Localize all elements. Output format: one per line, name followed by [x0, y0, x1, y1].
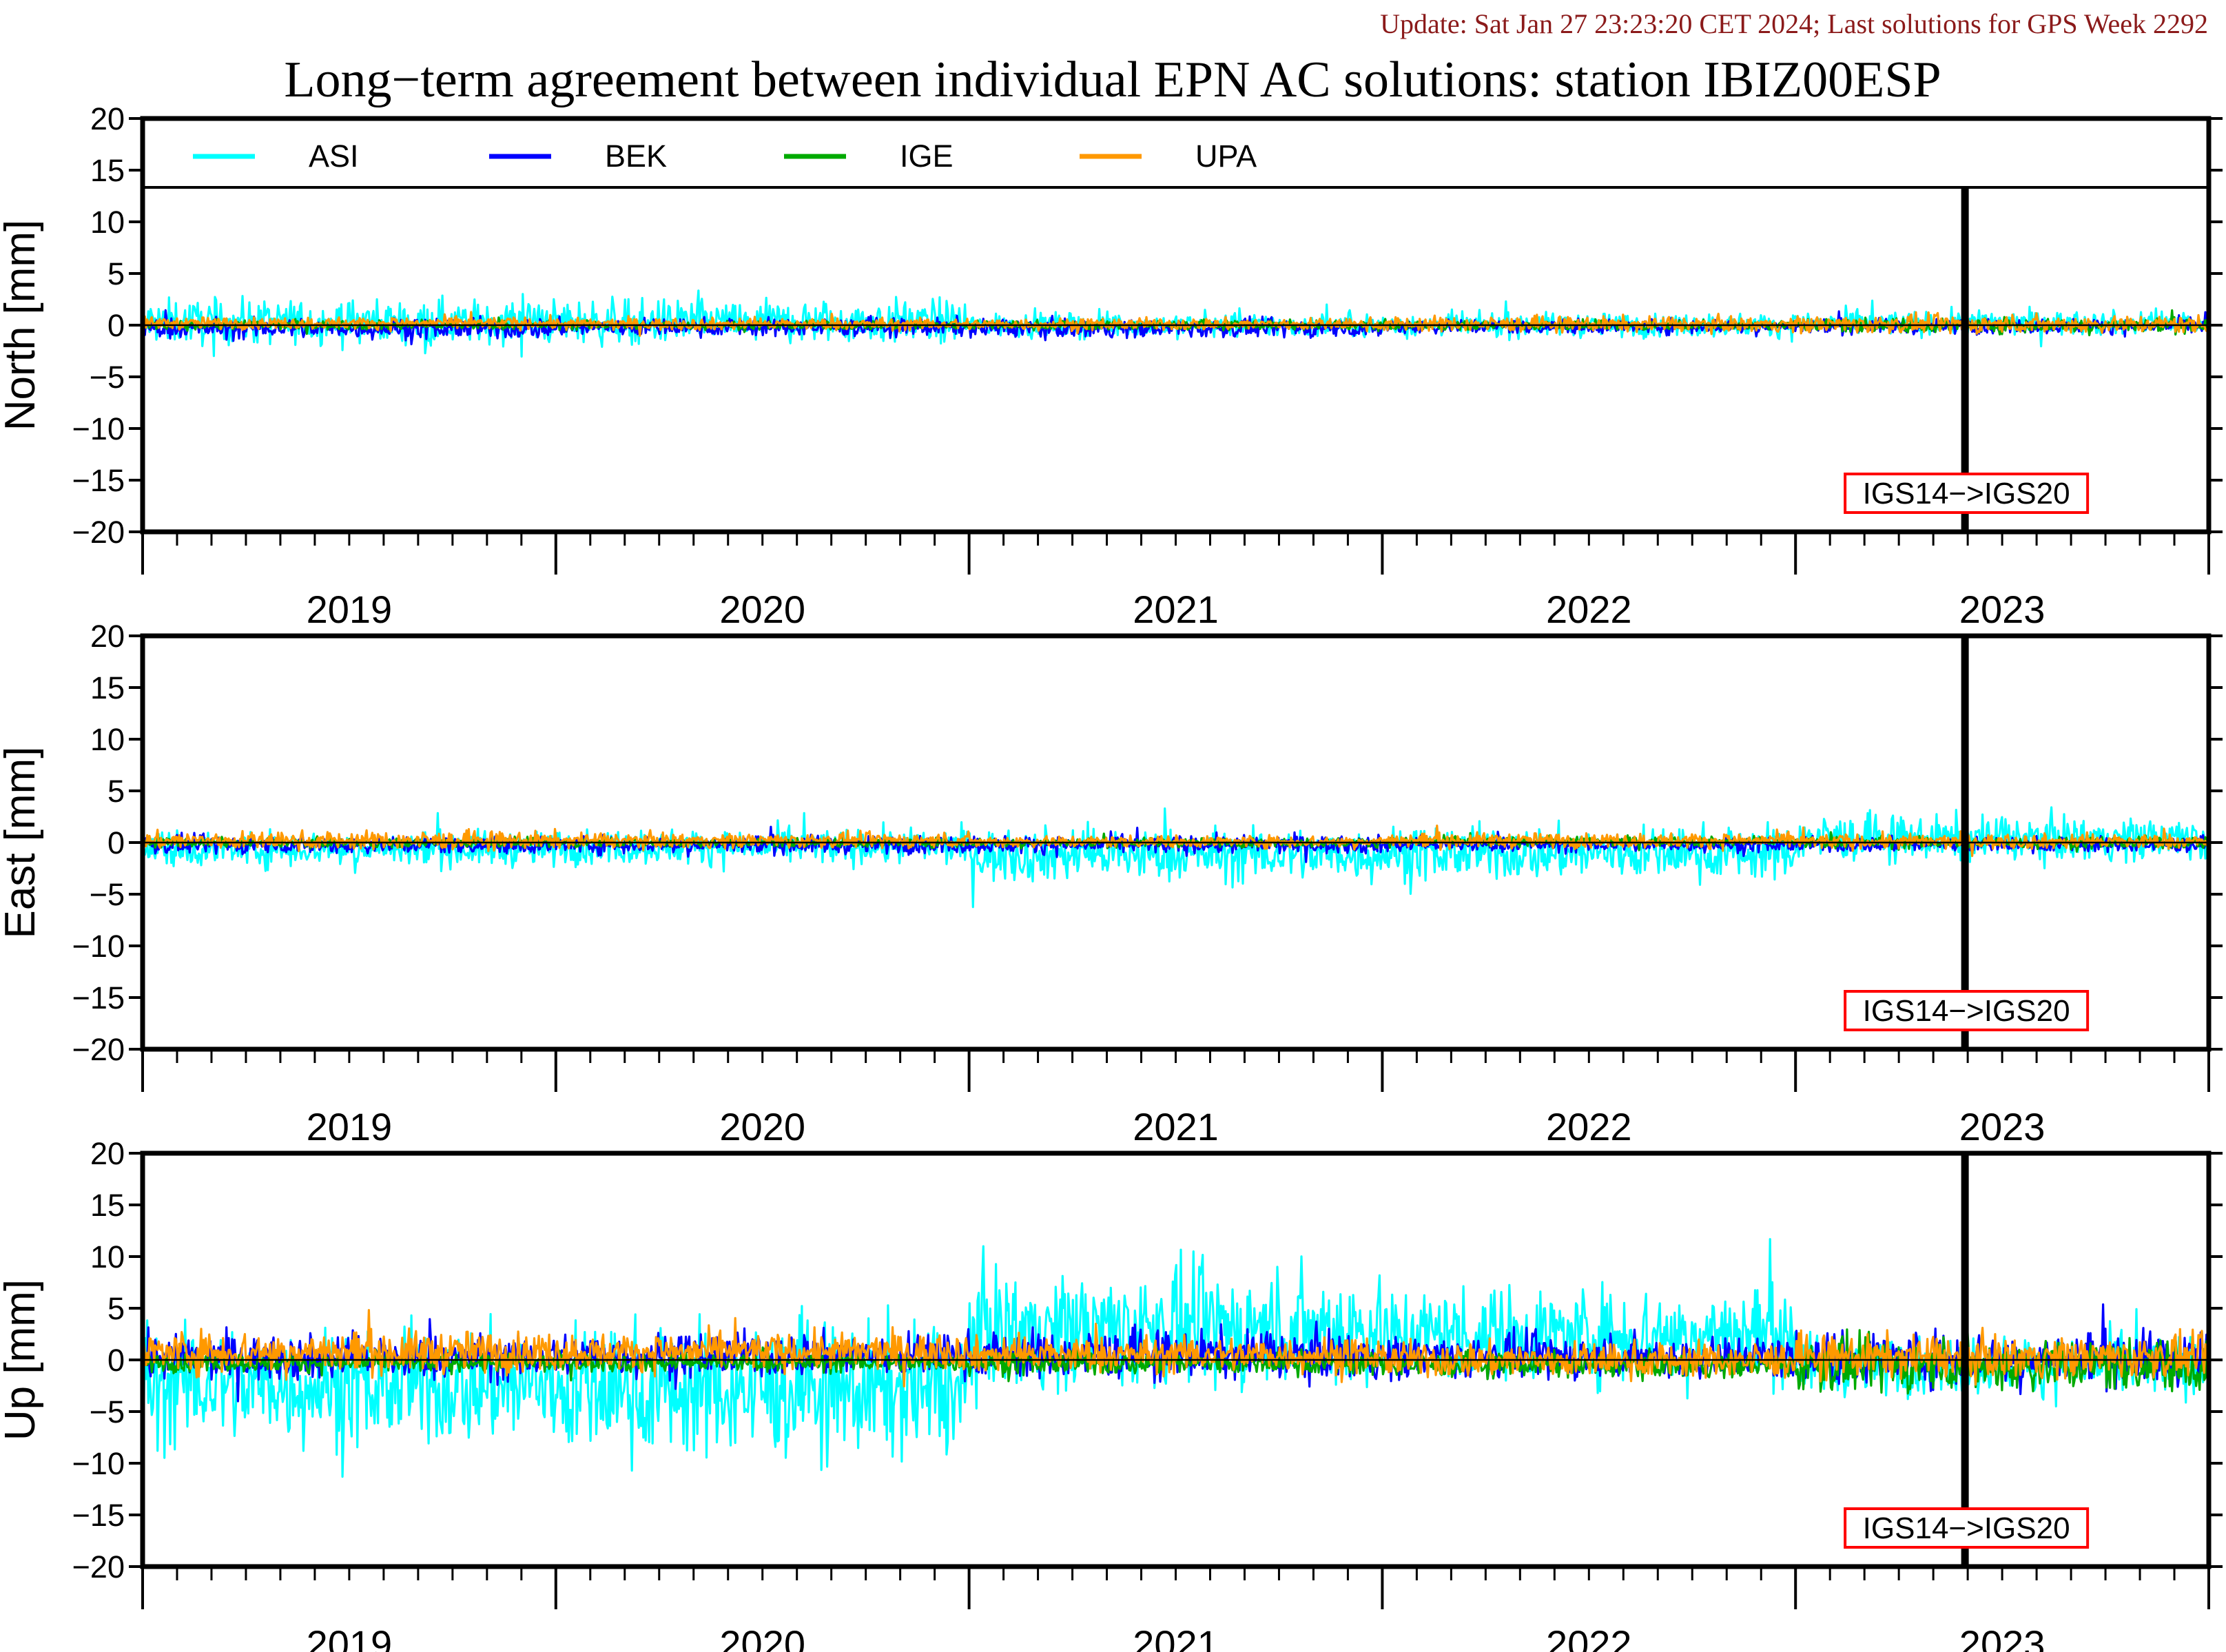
- y-tick-label: 10: [90, 205, 125, 240]
- y-tick-label: 15: [90, 1188, 125, 1223]
- x-year-label: 2023: [1959, 1622, 2045, 1652]
- x-year-label: 2021: [1133, 1622, 1219, 1652]
- x-year-label: 2023: [1959, 588, 2045, 631]
- y-tick-label: −5: [90, 877, 125, 912]
- legend-label-ige: IGE: [900, 138, 954, 174]
- x-year-label: 2023: [1959, 1105, 2045, 1148]
- x-year-label: 2019: [307, 588, 393, 631]
- y-tick-label: −15: [72, 980, 125, 1015]
- series-group: [141, 289, 2210, 358]
- y-tick-label: −15: [72, 1498, 125, 1533]
- x-year-label: 2021: [1133, 588, 1219, 631]
- x-year-label: 2022: [1546, 1105, 1632, 1148]
- y-tick-label: 10: [90, 1239, 125, 1274]
- series-line-upa: [142, 1309, 2210, 1387]
- panel-east: IGS14−>IGS20 20 15 10 5 0 −5 −10 −15 −20 East [mm]…: [0, 619, 2223, 1148]
- y-tick-label: −20: [72, 1032, 125, 1067]
- series-line-asi: [141, 806, 2210, 909]
- series-line-upa: [141, 824, 2210, 858]
- series-group: [141, 806, 2210, 909]
- legend-label-bek: BEK: [605, 138, 667, 174]
- annotation-box: [1844, 473, 2090, 514]
- x-year-label: 2019: [307, 1105, 393, 1148]
- y-tick-label: 5: [107, 774, 125, 809]
- series-group: [141, 1238, 2210, 1478]
- annotation-box: [1844, 990, 2090, 1031]
- y-tick-label: 0: [107, 825, 125, 860]
- y-tick-label: −10: [72, 929, 125, 964]
- y-tick-label: 10: [90, 722, 125, 757]
- legend-label-upa: UPA: [1195, 138, 1257, 174]
- annotation-label: IGS14−>IGS20: [1863, 994, 2070, 1028]
- y-axis-label: North [mm]: [0, 220, 44, 431]
- y-tick-label: 15: [90, 670, 125, 705]
- y-tick-label: −15: [72, 463, 125, 498]
- annotation-label: IGS14−>IGS20: [1863, 1511, 2070, 1545]
- y-tick-label: −10: [72, 411, 125, 446]
- annotation-label: IGS14−>IGS20: [1863, 477, 2070, 510]
- y-axis-label: East [mm]: [0, 746, 44, 938]
- x-year-label: 2020: [719, 588, 805, 631]
- y-tick-label: 5: [107, 1291, 125, 1326]
- y-tick-label: −5: [90, 360, 125, 395]
- y-tick-label: −5: [90, 1394, 125, 1429]
- y-tick-label: −20: [72, 1549, 125, 1584]
- y-tick-label: 20: [90, 1136, 125, 1171]
- legend-background: [143, 118, 2209, 187]
- chart-title: Long−term agreement between individual E…: [284, 52, 1941, 108]
- panel-north: IGS14−>IGS20 20 15 10 5 0 −5 −10 −15 −20 North [mm…: [0, 101, 2223, 631]
- update-info: Update: Sat Jan 27 23:23:20 CET 2024; La…: [1380, 8, 2208, 39]
- y-tick-label: 15: [90, 153, 125, 188]
- y-tick-label: −20: [72, 515, 125, 550]
- annotation-box: [1844, 1507, 2090, 1549]
- x-year-label: 2020: [719, 1105, 805, 1148]
- y-tick-label: −10: [72, 1446, 125, 1481]
- legend-label-asi: ASI: [309, 138, 359, 174]
- panel-up: IGS14−>IGS20 20 15 10 5 0 −5 −10 −15 −20 Up [mm] 20…: [0, 1136, 2223, 1652]
- x-year-label: 2022: [1546, 1622, 1632, 1652]
- y-tick-label: 20: [90, 101, 125, 136]
- plot-frame-top: [140, 116, 2212, 535]
- x-year-label: 2020: [719, 1622, 805, 1652]
- y-tick-label: 20: [90, 619, 125, 654]
- y-tick-label: 0: [107, 308, 125, 343]
- x-year-label: 2021: [1133, 1105, 1219, 1148]
- y-tick-label: 0: [107, 1343, 125, 1378]
- series-line-upa: [141, 311, 2210, 337]
- x-year-label: 2022: [1546, 588, 1632, 631]
- panels: IGS14−>IGS20 20 15 10 5 0 −5 −10 −15 −20 North [mm…: [0, 101, 2223, 1652]
- y-axis-label: Up [mm]: [0, 1279, 44, 1441]
- x-year-label: 2019: [307, 1622, 393, 1652]
- y-tick-label: 5: [107, 256, 125, 291]
